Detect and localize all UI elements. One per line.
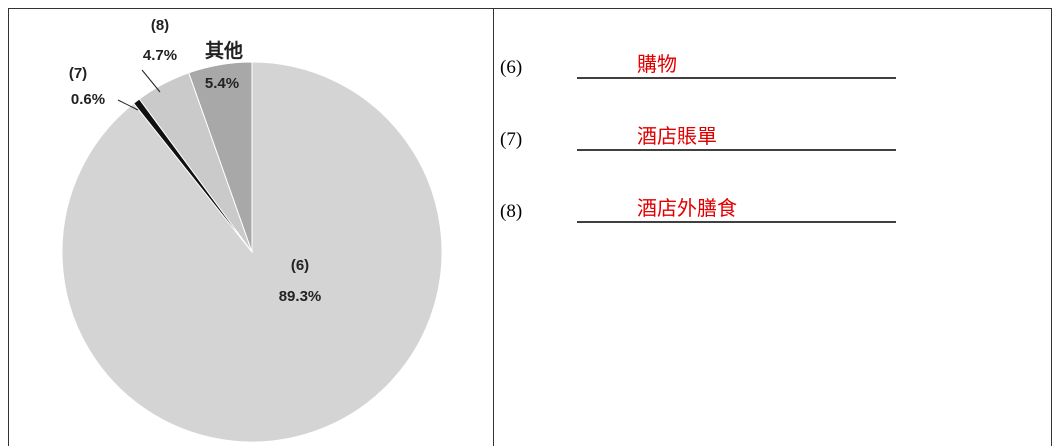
pie-category-label: 其他 <box>205 39 243 62</box>
answer-number: (7) <box>500 129 522 150</box>
answer-text: 酒店外膳食 <box>637 196 737 220</box>
pie-value-label: 0.6% <box>71 91 105 108</box>
pie-value-label: 4.7% <box>143 47 177 64</box>
answer-number: (6) <box>500 57 522 78</box>
table-borders <box>8 8 1052 446</box>
pie-labels: (6) 89.3% (7) 0.6% (8) 4.7% 其他 5.4% <box>69 17 321 305</box>
answer-text: 購物 <box>637 52 677 76</box>
answer-number: (8) <box>500 201 522 222</box>
pie-category-label: (7) <box>69 65 87 82</box>
pie-value-label: 89.3% <box>279 288 322 305</box>
leader-line <box>141 69 161 93</box>
pie-slice <box>188 61 253 253</box>
pie-value-label: 5.4% <box>205 75 239 92</box>
pie-category-label: (8) <box>151 17 169 34</box>
answer-list: (6) 購物 (7) 酒店賬單 (8) 酒店外膳食 <box>500 52 896 223</box>
answer-text: 酒店賬單 <box>637 124 717 148</box>
pie-category-label: (6) <box>291 257 309 274</box>
pie <box>61 61 442 443</box>
leader-line <box>117 99 139 111</box>
